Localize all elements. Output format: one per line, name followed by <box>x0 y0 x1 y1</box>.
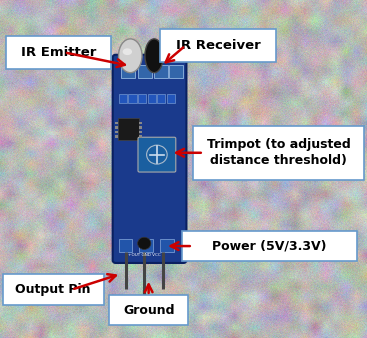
Bar <box>157 94 165 103</box>
Bar <box>115 135 118 138</box>
FancyBboxPatch shape <box>109 295 188 325</box>
FancyBboxPatch shape <box>193 126 364 180</box>
Ellipse shape <box>119 39 142 73</box>
Ellipse shape <box>145 39 163 73</box>
Bar <box>167 94 175 103</box>
Bar <box>160 239 174 252</box>
Bar <box>121 65 135 78</box>
Circle shape <box>138 237 151 249</box>
Bar <box>169 65 183 78</box>
Text: Output Pin: Output Pin <box>15 283 91 296</box>
Text: IR Receiver: IR Receiver <box>176 39 261 52</box>
Bar <box>118 118 139 140</box>
Bar <box>148 94 156 103</box>
FancyBboxPatch shape <box>160 29 276 62</box>
Bar <box>138 65 152 78</box>
Text: +OUT GND VCC: +OUT GND VCC <box>128 253 161 257</box>
Bar <box>139 135 142 138</box>
Text: IR Emitter: IR Emitter <box>21 46 97 59</box>
Text: Ground: Ground <box>123 304 174 317</box>
Bar <box>139 239 153 252</box>
Bar <box>115 126 118 129</box>
FancyBboxPatch shape <box>138 137 176 172</box>
FancyBboxPatch shape <box>182 231 357 261</box>
Bar <box>154 65 168 78</box>
FancyBboxPatch shape <box>6 36 111 69</box>
Ellipse shape <box>123 48 132 55</box>
FancyBboxPatch shape <box>113 55 186 263</box>
Bar <box>119 239 132 252</box>
Text: Trimpot (to adjusted
distance threshold): Trimpot (to adjusted distance threshold) <box>207 139 351 167</box>
FancyBboxPatch shape <box>3 274 104 305</box>
Bar <box>138 94 146 103</box>
Bar <box>139 122 142 124</box>
Text: Power (5V/3.3V): Power (5V/3.3V) <box>212 239 327 252</box>
Bar <box>128 94 137 103</box>
Bar <box>139 126 142 129</box>
Bar <box>139 131 142 133</box>
Bar <box>115 131 118 133</box>
Bar <box>115 122 118 124</box>
Bar <box>119 94 127 103</box>
